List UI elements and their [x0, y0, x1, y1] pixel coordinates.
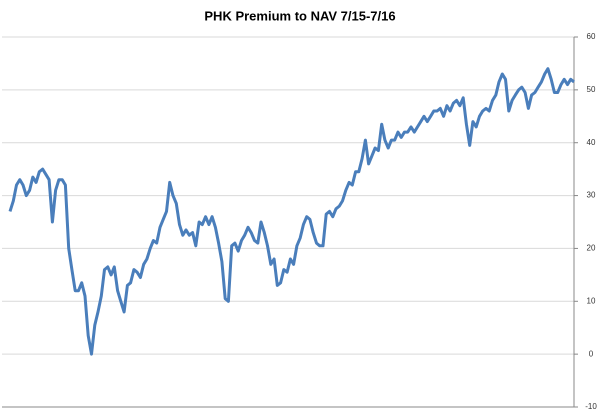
- y-tick-label: 30: [587, 191, 596, 200]
- data-line: [8, 67, 575, 356]
- y-tick-label: 20: [587, 244, 596, 253]
- chart-title: PHK Premium to NAV 7/15-7/16: [204, 8, 395, 23]
- y-tick-label: 0: [589, 349, 594, 358]
- y-tick-label: 50: [587, 85, 596, 94]
- y-tick-label: -10: [585, 402, 597, 411]
- y-tick-label: 60: [587, 32, 596, 41]
- y-tick-label: 10: [587, 296, 596, 305]
- y-tick-label: 40: [587, 138, 596, 147]
